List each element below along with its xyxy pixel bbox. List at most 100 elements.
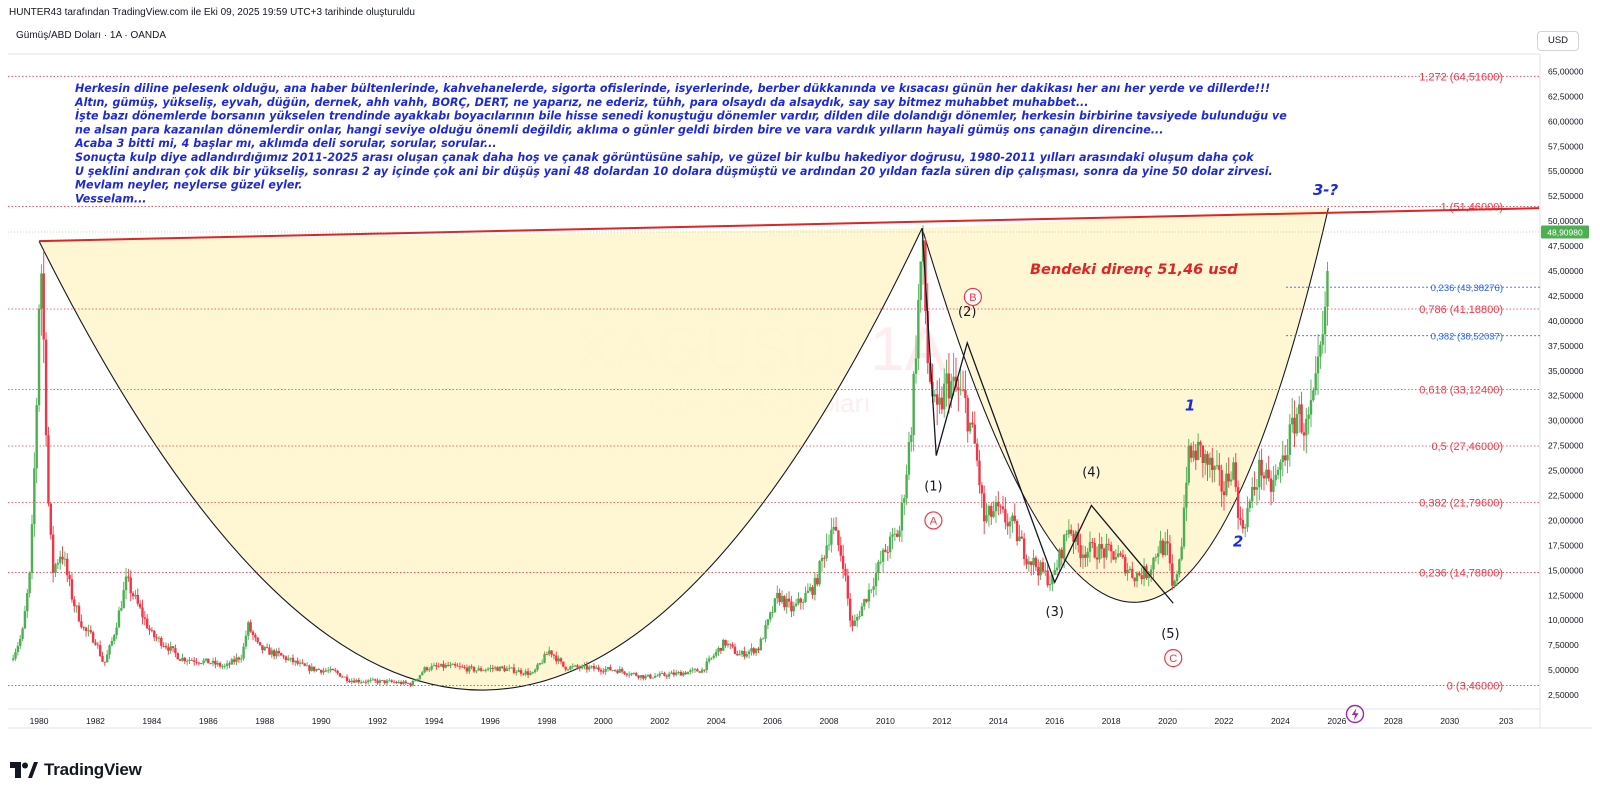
price-tick-label: 40,00000 bbox=[1548, 316, 1584, 326]
annotation-line: Altın, gümüş, yükseliş, eyvah, düğün, de… bbox=[74, 96, 1089, 109]
candle-body bbox=[1234, 462, 1237, 488]
candle-body bbox=[651, 677, 654, 679]
candle-body bbox=[49, 503, 52, 535]
currency-button[interactable]: USD bbox=[1537, 31, 1579, 51]
time-tick-label: 1980 bbox=[30, 716, 49, 726]
candle-body bbox=[106, 654, 109, 663]
time-tick-label: 1990 bbox=[312, 716, 331, 726]
tradingview-logo-icon bbox=[10, 762, 38, 778]
time-tick-label: 2022 bbox=[1215, 716, 1234, 726]
candle-body bbox=[1088, 542, 1092, 552]
lightning-icon[interactable] bbox=[1345, 704, 1365, 724]
candle-body bbox=[764, 625, 767, 639]
time-tick-label: 2018 bbox=[1102, 716, 1121, 726]
candle-body bbox=[907, 441, 911, 475]
candle-body bbox=[576, 665, 579, 668]
wave-label: 3-? bbox=[1313, 181, 1339, 199]
candle-body bbox=[484, 669, 487, 671]
candle-body bbox=[964, 389, 967, 399]
candle-body bbox=[423, 667, 426, 673]
candle-body bbox=[1189, 445, 1193, 458]
symbol-info[interactable]: Gümüş/ABD Doları · 1A · OANDA bbox=[16, 30, 167, 41]
candle-body bbox=[649, 674, 652, 679]
candle-body bbox=[28, 572, 31, 594]
tradingview-logo[interactable]: TradingView bbox=[10, 760, 142, 780]
candle-body bbox=[580, 665, 584, 669]
candle-body bbox=[1119, 553, 1122, 555]
fib-label-0: 1,272 (64,51600) bbox=[1419, 71, 1503, 83]
candle-body bbox=[1276, 469, 1280, 475]
candle-body bbox=[990, 505, 993, 517]
time-tick-label: 2028 bbox=[1384, 716, 1403, 726]
candle-body bbox=[442, 663, 445, 668]
wave-label: (1) bbox=[924, 480, 942, 495]
candle-body bbox=[729, 643, 732, 645]
candle-body bbox=[324, 670, 328, 672]
candle-body bbox=[1192, 450, 1195, 458]
candle-body bbox=[1208, 457, 1212, 465]
candle-body bbox=[1182, 507, 1186, 547]
candle-body bbox=[959, 389, 962, 391]
candle-body bbox=[973, 424, 976, 444]
candle-body bbox=[752, 648, 755, 654]
candle-body bbox=[364, 681, 368, 683]
candle-body bbox=[1142, 566, 1146, 580]
candle-body bbox=[1225, 473, 1228, 496]
candle-body bbox=[42, 273, 45, 340]
candle-body bbox=[938, 397, 941, 405]
candle-body bbox=[357, 679, 360, 683]
candle-body bbox=[1178, 559, 1181, 575]
circle-label-text: C bbox=[1169, 653, 1177, 665]
candle-body bbox=[691, 669, 694, 671]
candle-body bbox=[425, 667, 429, 671]
candle-body bbox=[1034, 557, 1038, 568]
candle-body bbox=[164, 645, 168, 648]
candle-body bbox=[150, 630, 154, 632]
candle-body bbox=[82, 627, 85, 629]
candle-body bbox=[590, 666, 593, 667]
candle-body bbox=[783, 596, 786, 608]
candle-body bbox=[733, 646, 737, 654]
candle-body bbox=[588, 666, 591, 670]
cup_1980_2011-fill bbox=[39, 228, 923, 691]
candle-body bbox=[848, 598, 852, 621]
candle-body bbox=[1039, 562, 1042, 576]
candle-body bbox=[162, 645, 165, 647]
price-tick-label: 62,50000 bbox=[1548, 91, 1584, 101]
candle-body bbox=[1241, 519, 1245, 529]
candle-body bbox=[1065, 534, 1068, 535]
candle-body bbox=[44, 339, 48, 436]
candle-body bbox=[886, 551, 889, 553]
candle-body bbox=[686, 671, 690, 675]
candle-body bbox=[461, 666, 464, 668]
candle-body bbox=[684, 672, 687, 675]
current-price-tag[interactable] bbox=[1541, 225, 1589, 239]
candle-body bbox=[1288, 424, 1292, 455]
candle-body bbox=[193, 660, 196, 662]
candle-body bbox=[1022, 538, 1026, 559]
resistance-trendline[interactable] bbox=[39, 207, 1540, 243]
candle-body bbox=[359, 681, 363, 683]
candle-body bbox=[980, 485, 984, 494]
candle-body bbox=[1095, 557, 1099, 560]
candle-body bbox=[463, 667, 466, 668]
candle-body bbox=[773, 598, 777, 613]
candle-body bbox=[258, 642, 262, 646]
candle-body bbox=[108, 645, 111, 655]
candle-body bbox=[1323, 306, 1327, 335]
candle-body bbox=[136, 594, 139, 604]
attribution-header: HUNTER43 tarafından TradingView.com ile … bbox=[9, 7, 415, 18]
time-tick-label: 2008 bbox=[820, 716, 839, 726]
candle-body bbox=[858, 616, 861, 617]
candle-body bbox=[943, 383, 946, 410]
candle-body bbox=[905, 474, 908, 499]
candle-body bbox=[63, 558, 67, 560]
candle-body bbox=[1199, 441, 1202, 446]
candle-body bbox=[30, 524, 34, 573]
candle-body bbox=[726, 643, 730, 646]
elliott-wave-path[interactable] bbox=[921, 228, 1174, 604]
candle-body bbox=[115, 627, 118, 636]
candle-body bbox=[801, 602, 805, 603]
candle-body bbox=[390, 680, 393, 682]
